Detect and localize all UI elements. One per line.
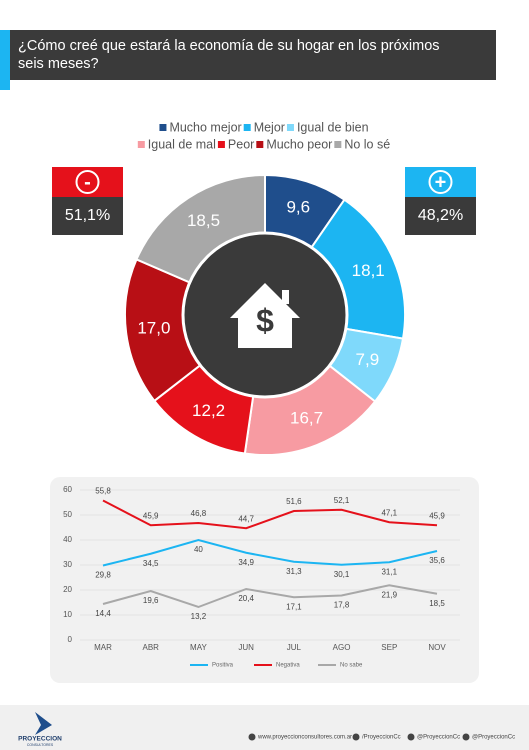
house-icon [230,283,300,348]
legend-label: Negativa [276,663,300,669]
title: ¿Cómo creé que estará la economía de su … [18,38,440,54]
x-tick-label: SEP [381,643,397,652]
x-tick-label: ABR [142,643,159,652]
indicator-circle [75,170,100,194]
data-label: 13,2 [191,612,207,621]
series-line [102,584,438,609]
icon [352,733,360,741]
y-tick-label: 40 [63,535,72,544]
data-label: 31,1 [381,567,397,576]
footer-link: @ProyeccionCc [417,735,460,741]
slice-label: 18,5 [187,211,220,230]
brand-sub: CONSULTORES [27,743,54,747]
brand: PROYECCION [18,736,62,743]
data-label: 45,9 [429,511,445,520]
data-label: 40 [194,545,203,554]
data-label: 14,4 [95,609,111,618]
x-tick-label: JUL [287,643,302,652]
x-tick-label: AGO [333,643,351,652]
legend-swatch [243,124,251,131]
slice-label: 16,7 [290,408,323,427]
title: seis meses? [18,56,99,72]
legend-swatch [217,141,225,148]
y-tick-label: 10 [63,610,72,619]
dollar-icon: $ [256,302,274,338]
y-tick-label: 30 [63,560,72,569]
data-label: 44,7 [238,514,254,523]
legend-label: Mucho mejor [169,120,241,134]
icon [248,733,256,741]
slice-label: 7,9 [356,350,380,369]
indicator-circle [428,170,453,194]
data-label: 21,9 [381,590,397,599]
slice-label: 17,0 [137,319,170,338]
x-tick-label: NOV [428,643,446,652]
data-label: 45,9 [143,511,159,520]
legend-swatch [286,124,294,131]
legend-label: Mejor [254,120,285,134]
y-tick-label: 50 [63,510,72,519]
legend-label: Peor [228,137,254,151]
accent-bar [0,30,10,90]
data-label: 34,9 [238,558,254,567]
legend-label: Igual de mal [148,137,216,151]
x-tick-label: JUN [238,643,254,652]
indicator-value-box [405,197,476,235]
legend-swatch [159,124,167,131]
data-label: 46,8 [191,509,207,518]
footer-link: @ProyeccionCc [472,735,515,741]
legend-label: Positiva [212,663,234,669]
data-label: 17,8 [334,601,350,610]
data-label: 18,5 [429,599,445,608]
footer-link: /ProyeccionCc [362,735,401,741]
footer-link: www.proyeccionconsultores.com.ar [257,735,352,741]
x-tick-label: MAY [190,643,207,652]
slice-label: 18,1 [352,261,385,280]
legend-label: No sabe [340,663,363,669]
data-label: 30,1 [334,570,350,579]
data-label: 31,3 [286,567,302,576]
data-label: 52,1 [334,496,350,505]
icon [407,733,415,741]
data-label: 29,8 [95,571,111,580]
legend-label: No lo sé [344,137,390,151]
legend-label: Mucho peor [266,137,332,151]
line-panel [50,477,479,683]
title-bar [10,30,496,80]
logo [35,712,52,735]
indicator-symbol: - [84,171,91,193]
data-label: 51,6 [286,497,302,506]
series-line [102,538,438,567]
legend-swatch [334,141,342,148]
indicator-symbol: + [435,171,447,193]
footer [0,705,529,750]
data-label: 55,8 [95,487,111,496]
data-label: 20,4 [238,594,254,603]
y-tick-label: 60 [63,485,72,494]
legend-label: Igual de bien [297,120,369,134]
data-label: 19,6 [143,596,159,605]
series-line [102,499,438,530]
icon [462,733,470,741]
data-label: 35,6 [429,556,445,565]
chimney [282,290,289,304]
indicator-value-box [52,197,123,235]
x-tick-label: MAR [94,643,112,652]
legend-swatch [137,141,145,148]
slice-label: 9,6 [286,198,310,217]
y-tick-label: 20 [63,585,72,594]
data-label: 17,1 [286,602,302,611]
legend-swatch [256,141,264,148]
data-label: 34,5 [143,559,159,568]
indicator-value: 51,1% [65,207,110,224]
slice-label: 12,2 [192,401,225,420]
data-label: 47,1 [381,508,397,517]
y-tick-label: 0 [68,635,73,644]
indicator-value: 48,2% [418,207,463,224]
